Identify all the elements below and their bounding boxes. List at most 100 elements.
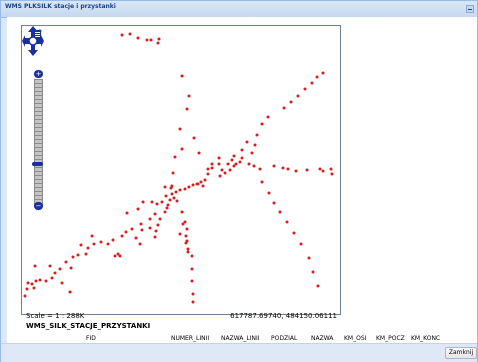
station-marker[interactable]	[168, 198, 172, 202]
station-marker[interactable]	[180, 147, 184, 151]
station-marker[interactable]	[321, 71, 325, 75]
station-marker[interactable]	[157, 37, 161, 41]
station-marker[interactable]	[232, 154, 236, 158]
station-marker[interactable]	[184, 241, 188, 245]
station-marker[interactable]	[286, 167, 290, 171]
station-marker[interactable]	[285, 220, 289, 224]
station-marker[interactable]	[23, 294, 27, 298]
station-marker[interactable]	[272, 164, 276, 168]
station-marker[interactable]	[170, 184, 174, 188]
station-marker[interactable]	[238, 160, 242, 164]
station-marker[interactable]	[190, 267, 194, 271]
station-marker[interactable]	[173, 155, 177, 159]
station-marker[interactable]	[329, 167, 333, 171]
station-marker[interactable]	[299, 242, 303, 246]
station-marker[interactable]	[48, 264, 52, 268]
station-marker[interactable]	[53, 271, 57, 275]
station-marker[interactable]	[172, 196, 176, 200]
station-marker[interactable]	[255, 133, 259, 137]
station-marker[interactable]	[230, 158, 234, 162]
station-marker[interactable]	[149, 38, 153, 42]
station-marker[interactable]	[84, 252, 88, 256]
station-marker[interactable]	[210, 166, 214, 170]
station-marker[interactable]	[32, 286, 36, 290]
station-marker[interactable]	[310, 81, 314, 85]
station-marker[interactable]	[260, 180, 264, 184]
station-marker[interactable]	[150, 200, 154, 204]
map-canvas[interactable]	[22, 26, 340, 314]
station-marker[interactable]	[228, 168, 232, 172]
station-marker[interactable]	[252, 164, 256, 168]
station-marker[interactable]	[163, 185, 167, 189]
station-marker[interactable]	[64, 260, 68, 264]
station-marker[interactable]	[69, 266, 73, 270]
station-marker[interactable]	[113, 254, 117, 258]
station-marker[interactable]	[120, 234, 124, 238]
station-marker[interactable]	[294, 169, 298, 173]
station-marker[interactable]	[138, 242, 142, 246]
station-marker[interactable]	[125, 211, 129, 215]
column-header[interactable]: PODZIAL	[271, 335, 298, 342]
station-marker[interactable]	[116, 252, 120, 256]
pan-arrows-icon[interactable]	[22, 26, 44, 56]
station-marker[interactable]	[217, 162, 221, 166]
station-marker[interactable]	[30, 282, 34, 286]
station-marker[interactable]	[330, 172, 334, 176]
station-marker[interactable]	[203, 178, 207, 182]
station-marker[interactable]	[130, 227, 134, 231]
station-marker[interactable]	[92, 242, 96, 246]
station-marker[interactable]	[34, 279, 38, 283]
station-marker[interactable]	[156, 223, 160, 227]
station-marker[interactable]	[318, 167, 322, 171]
station-marker[interactable]	[232, 164, 236, 168]
station-marker[interactable]	[316, 284, 320, 288]
station-marker[interactable]	[234, 162, 238, 166]
station-marker[interactable]	[155, 202, 159, 206]
zoom-slider-thumb[interactable]	[32, 162, 43, 166]
station-marker[interactable]	[223, 171, 227, 175]
station-marker[interactable]	[303, 87, 307, 91]
station-marker[interactable]	[90, 234, 94, 238]
station-marker[interactable]	[71, 255, 75, 259]
station-marker[interactable]	[79, 243, 83, 247]
station-marker[interactable]	[124, 230, 128, 234]
station-marker[interactable]	[296, 94, 300, 98]
station-marker[interactable]	[185, 107, 189, 111]
station-marker[interactable]	[201, 184, 205, 188]
station-marker[interactable]	[33, 264, 37, 268]
station-marker[interactable]	[156, 41, 160, 45]
station-marker[interactable]	[128, 32, 132, 36]
station-marker[interactable]	[26, 281, 30, 285]
station-marker[interactable]	[181, 222, 185, 226]
station-marker[interactable]	[180, 74, 184, 78]
station-marker[interactable]	[240, 156, 244, 160]
station-marker[interactable]	[148, 217, 152, 221]
minimize-icon[interactable]	[466, 5, 474, 13]
station-marker[interactable]	[25, 287, 29, 291]
column-header[interactable]: FID	[86, 335, 96, 342]
station-marker[interactable]	[174, 190, 178, 194]
station-marker[interactable]	[260, 122, 264, 126]
zoom-slider[interactable]	[34, 79, 43, 207]
dialog-titlebar[interactable]: WMS PLKSILK stacje i przystanki	[1, 1, 477, 18]
station-marker[interactable]	[170, 192, 174, 196]
station-marker[interactable]	[86, 246, 90, 250]
station-marker[interactable]	[153, 235, 157, 239]
column-header[interactable]: KM_KONC	[411, 335, 441, 342]
station-marker[interactable]	[250, 151, 254, 155]
station-marker[interactable]	[145, 38, 149, 42]
station-marker[interactable]	[187, 94, 191, 98]
station-marker[interactable]	[134, 236, 138, 240]
column-header[interactable]: KM_POCZ	[376, 335, 405, 342]
station-marker[interactable]	[321, 169, 325, 173]
station-marker[interactable]	[292, 231, 296, 235]
station-marker[interactable]	[171, 171, 175, 175]
station-marker[interactable]	[253, 143, 257, 147]
map-viewport[interactable]: + −	[21, 25, 341, 315]
station-marker[interactable]	[180, 210, 184, 214]
station-marker[interactable]	[163, 210, 167, 214]
station-marker[interactable]	[38, 278, 42, 282]
station-marker[interactable]	[111, 238, 115, 242]
station-marker[interactable]	[199, 180, 203, 184]
station-marker[interactable]	[60, 281, 64, 285]
